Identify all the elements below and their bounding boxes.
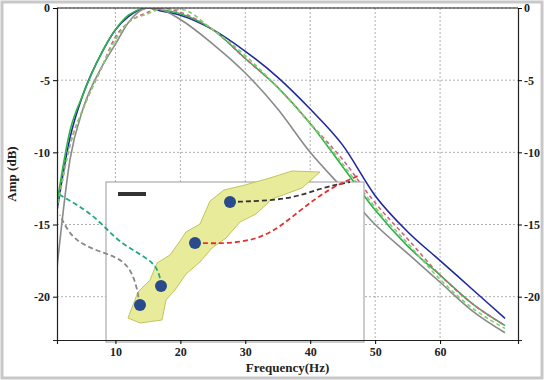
outer-frame [2, 2, 542, 378]
grid-line-x [440, 8, 441, 340]
connector [60, 215, 140, 305]
tick-label: 20 [175, 345, 187, 359]
tick-mark [53, 297, 57, 298]
tick: 50 [370, 340, 382, 359]
tick: -20 [34, 290, 57, 304]
grid-line-y [57, 8, 518, 9]
tick-label: -10 [34, 146, 50, 160]
tick: 10 [110, 340, 122, 359]
tick-mark [518, 152, 522, 153]
tick-label: -20 [524, 290, 540, 304]
tick-label: 10 [110, 345, 122, 359]
y2-axis: 0 -5 -10 -15 -20 [518, 1, 540, 340]
tick-mark [518, 297, 522, 298]
tick: 0 [518, 1, 530, 15]
grid-line-x [375, 8, 376, 340]
tick-label: -20 [34, 290, 50, 304]
tick: -5 [518, 74, 534, 88]
axis-line [519, 9, 523, 341]
tick-label: -15 [34, 218, 50, 232]
tick-mark [115, 340, 116, 344]
tick-mark [310, 340, 311, 344]
tick-label: 0 [44, 1, 50, 15]
region-shape [128, 171, 320, 323]
chart: 10 20 30 40 50 60 0 -5 -10 -15 -20 0 -5 -10 -15 -20 Freq… [0, 0, 544, 380]
tick: -15 [518, 218, 540, 232]
tick-mark [53, 80, 57, 81]
tick-mark [518, 225, 522, 226]
tick-label: 60 [435, 345, 447, 359]
tick-label: 50 [370, 345, 382, 359]
frame-top [57, 7, 518, 8]
tick-label: 0 [524, 1, 530, 15]
tick-label: 40 [305, 345, 317, 359]
tick-mark [180, 340, 181, 344]
inset [60, 171, 364, 342]
tick-mark [375, 340, 376, 344]
site-dot [189, 237, 201, 249]
tick-mark [53, 225, 57, 226]
tick-label: -5 [40, 74, 50, 88]
tick-mark [245, 340, 246, 344]
grid-line-y [57, 152, 518, 153]
tick-label: 30 [240, 345, 252, 359]
tick-mark [53, 152, 57, 153]
site-dot [155, 280, 167, 292]
tick: 40 [305, 340, 317, 359]
axis-line [53, 9, 58, 341]
axes: 10 20 30 40 50 60 0 -5 -10 -15 -20 0 -5 -10 -15 -20 [34, 1, 540, 358]
tick-label: -15 [524, 218, 540, 232]
x-axis: 10 20 30 40 50 60 [58, 340, 519, 359]
y-axis: 0 -5 -10 -15 -20 [34, 1, 58, 340]
tick: -5 [40, 74, 57, 88]
tick: 20 [175, 340, 187, 359]
tick: 0 [44, 1, 57, 15]
tick: -15 [34, 218, 57, 232]
connector [60, 195, 161, 286]
tick-label: -10 [524, 146, 540, 160]
tick-label: -5 [524, 74, 534, 88]
tick: 60 [435, 340, 447, 359]
grid-line-y [57, 80, 518, 81]
y-axis-title: Amp (dB) [4, 146, 19, 201]
tick-mark [518, 8, 522, 9]
connector [230, 182, 350, 202]
tick: -20 [518, 290, 540, 304]
x-axis-title: Frequency(Hz) [246, 360, 330, 375]
site-dot [134, 299, 146, 311]
axis-line [58, 341, 519, 345]
tick-mark [518, 80, 522, 81]
scale-bar [118, 192, 146, 196]
tick: -10 [518, 146, 540, 160]
tick-mark [440, 340, 441, 344]
tick: -10 [34, 146, 57, 160]
tick-mark [53, 8, 57, 9]
tick: 30 [240, 340, 252, 359]
site-dot [224, 196, 236, 208]
connector [195, 176, 358, 243]
